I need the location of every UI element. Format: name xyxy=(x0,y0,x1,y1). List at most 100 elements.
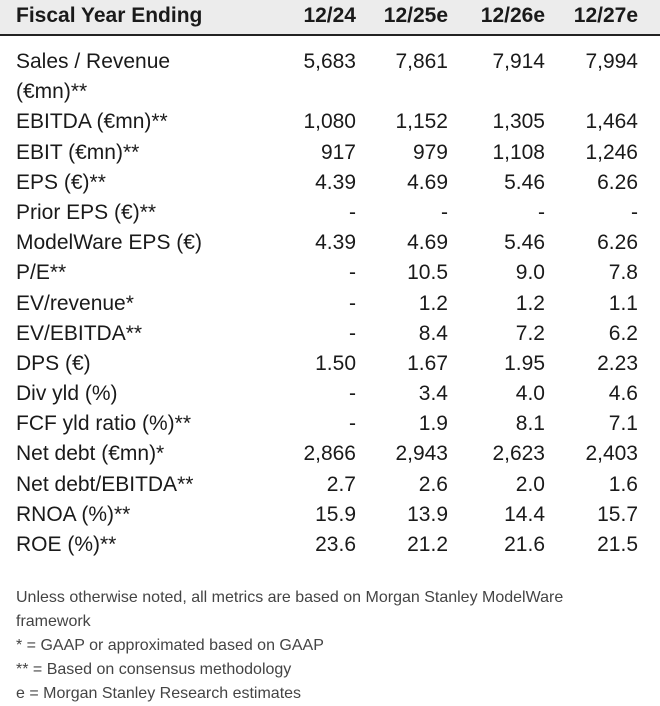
row-label: EBITDA (€mn)** xyxy=(16,110,168,134)
table-row: EBITDA (€mn)** 1,080 1,152 1,305 1,464 xyxy=(0,107,660,137)
row-value: 8.1 xyxy=(515,412,545,436)
header-year-2: 12/25e xyxy=(383,4,448,27)
table-row: EV/revenue* - 1.2 1.2 1.1 xyxy=(0,289,660,319)
row-value: 2,866 xyxy=(303,442,356,466)
row-value: - xyxy=(349,261,356,285)
row-value: 9.0 xyxy=(515,261,545,285)
table-row: ROE (%)** 23.6 21.2 21.6 21.5 xyxy=(0,530,660,560)
row-value: 10.5 xyxy=(407,261,448,285)
table-row: EPS (€)** 4.39 4.69 5.46 6.26 xyxy=(0,168,660,198)
row-value: 7.2 xyxy=(515,321,545,345)
table-row: EBIT (€mn)** 917 979 1,108 1,246 xyxy=(0,138,660,168)
row-value: 21.6 xyxy=(504,533,545,557)
row-value: 7.1 xyxy=(608,412,638,436)
table-header: Fiscal Year Ending 12/24 12/25e 12/26e 1… xyxy=(0,0,660,36)
row-label: EV/revenue* xyxy=(16,291,134,315)
row-value: 21.2 xyxy=(407,533,448,557)
row-label: FCF yld ratio (%)** xyxy=(16,412,192,436)
table-row: Sales / Revenue (€mn)** 5,683 7,861 7,91… xyxy=(0,47,660,107)
table-row: DPS (€) 1.50 1.67 1.95 2.23 xyxy=(0,349,660,379)
header-year-1: 12/24 xyxy=(303,4,356,27)
row-value: 2,623 xyxy=(492,442,545,466)
row-label: Net debt/EBITDA** xyxy=(16,472,194,496)
row-value: 14.4 xyxy=(504,502,545,526)
footnote: ** = Based on consensus methodology xyxy=(16,661,292,678)
row-value: - xyxy=(349,200,356,224)
row-label: EV/EBITDA** xyxy=(16,321,143,345)
row-value: 7,994 xyxy=(585,50,638,73)
row-value: 6.26 xyxy=(597,231,638,255)
row-value: 1,108 xyxy=(492,140,545,164)
row-value: 1,152 xyxy=(395,110,448,134)
row-value: 15.7 xyxy=(597,502,638,526)
row-value: 15.9 xyxy=(315,502,356,526)
row-value: 1.67 xyxy=(407,351,448,375)
footnotes: Unless otherwise noted, all metrics are … xyxy=(16,586,636,706)
table-body: Sales / Revenue (€mn)** 5,683 7,861 7,91… xyxy=(0,47,660,560)
row-value: - xyxy=(349,321,356,345)
row-value: 5.46 xyxy=(504,170,545,194)
row-value: 5,683 xyxy=(303,50,356,73)
table-row: Net debt/EBITDA** 2.7 2.6 2.0 1.6 xyxy=(0,470,660,500)
row-label: Div yld (%) xyxy=(16,382,118,406)
row-value: - xyxy=(538,200,545,224)
row-value: 5.46 xyxy=(504,231,545,255)
row-value: 1.1 xyxy=(608,291,638,315)
row-value: - xyxy=(349,382,356,406)
row-value: 2.7 xyxy=(326,472,356,496)
row-value: 1.50 xyxy=(315,351,356,375)
table-row: RNOA (%)** 15.9 13.9 14.4 15.7 xyxy=(0,500,660,530)
row-value: 7.8 xyxy=(608,261,638,285)
row-value: 7,861 xyxy=(395,50,448,73)
table-row: Net debt (€mn)* 2,866 2,943 2,623 2,403 xyxy=(0,439,660,469)
row-label: P/E** xyxy=(16,261,67,285)
row-label: Sales / Revenue (€mn)** xyxy=(16,50,171,103)
row-value: 6.26 xyxy=(597,170,638,194)
row-value: 1,305 xyxy=(492,110,545,134)
row-value: 23.6 xyxy=(315,533,356,557)
row-value: 4.39 xyxy=(315,170,356,194)
row-value: 1.6 xyxy=(608,472,638,496)
table-row: EV/EBITDA** - 8.4 7.2 6.2 xyxy=(0,319,660,349)
row-value: 1.9 xyxy=(418,412,448,436)
row-label: DPS (€) xyxy=(16,351,91,375)
row-value: 2.23 xyxy=(597,351,638,375)
row-value: 1,464 xyxy=(585,110,638,134)
row-label: Prior EPS (€)** xyxy=(16,200,157,224)
row-label: EPS (€)** xyxy=(16,170,106,194)
table-row: FCF yld ratio (%)** - 1.9 8.1 7.1 xyxy=(0,409,660,439)
row-value: 4.69 xyxy=(407,170,448,194)
row-value: 2,943 xyxy=(395,442,448,466)
footnote: e = Morgan Stanley Research estimates xyxy=(16,685,302,702)
row-value: 4.6 xyxy=(608,382,638,406)
table-row: P/E** - 10.5 9.0 7.8 xyxy=(0,258,660,288)
row-label: RNOA (%)** xyxy=(16,502,131,526)
row-value: 13.9 xyxy=(407,502,448,526)
row-label: ROE (%)** xyxy=(16,533,117,557)
row-value: 21.5 xyxy=(597,533,638,557)
row-label: Net debt (€mn)* xyxy=(16,442,165,466)
header-year-3: 12/26e xyxy=(480,4,545,27)
table-row: Prior EPS (€)** - - - - xyxy=(0,198,660,228)
row-value: 3.4 xyxy=(418,382,448,406)
row-value: 1.2 xyxy=(418,291,448,315)
row-value: 2,403 xyxy=(585,442,638,466)
row-value: 8.4 xyxy=(418,321,448,345)
header-year-4: 12/27e xyxy=(573,4,638,27)
row-value: 979 xyxy=(412,140,448,164)
row-value: 4.69 xyxy=(407,231,448,255)
row-value: 2.0 xyxy=(515,472,545,496)
row-value: - xyxy=(441,200,448,224)
header-label: Fiscal Year Ending xyxy=(16,4,203,27)
row-label: EBIT (€mn)** xyxy=(16,140,140,164)
row-value: - xyxy=(631,200,638,224)
row-value: 7,914 xyxy=(492,50,545,73)
row-value: - xyxy=(349,412,356,436)
row-value: 1.2 xyxy=(515,291,545,315)
footnote: Unless otherwise noted, all metrics are … xyxy=(16,589,564,630)
footnote: * = GAAP or approximated based on GAAP xyxy=(16,637,324,654)
row-value: 917 xyxy=(320,140,356,164)
row-value: 6.2 xyxy=(608,321,638,345)
row-value: 4.0 xyxy=(515,382,545,406)
